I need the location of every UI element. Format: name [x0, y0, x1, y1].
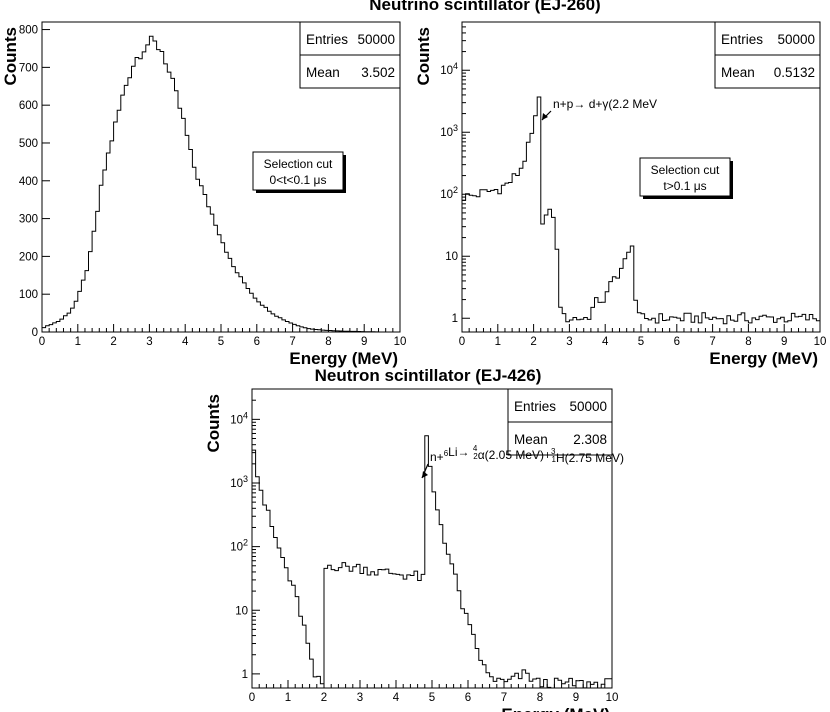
x-tick-label: 9 [361, 336, 367, 348]
bottom-title: Neutron scintillator (EJ-426) [315, 366, 542, 385]
y-tick-label: 600 [19, 100, 38, 112]
y-axis-label: Counts [414, 27, 433, 86]
y-tick-label: 100 [19, 289, 38, 301]
x-tick-label: 9 [781, 336, 787, 348]
selection-cut-title: Selection cut [651, 163, 720, 177]
y-axis-label: Counts [1, 27, 20, 86]
x-tick-label: 9 [573, 692, 579, 704]
x-axis-label: Energy (MeV) [501, 705, 610, 712]
stats-mean-label: Mean [306, 65, 340, 80]
stats-entries-value: 50000 [777, 32, 815, 47]
x-tick-label: 1 [285, 692, 291, 704]
x-tick-label: 2 [110, 336, 116, 348]
selection-cut-box [639, 157, 731, 197]
selection-cut-condition: t>0.1 μs [663, 179, 706, 193]
x-tick-label: 7 [501, 692, 507, 704]
x-tick-label: 0 [39, 336, 45, 348]
y-tick-label: 10 [235, 605, 248, 617]
y-tick-label: 700 [19, 62, 38, 74]
stats-entries-value: 50000 [569, 399, 607, 414]
y-tick-label: 103 [230, 474, 248, 490]
stats-entries-label: Entries [721, 32, 763, 47]
selection-cut-title: Selection cut [264, 157, 333, 171]
y-tick-label: 10 [445, 251, 458, 263]
x-tick-label: 10 [814, 336, 827, 348]
x-tick-label: 4 [602, 336, 609, 348]
x-tick-label: 6 [465, 692, 471, 704]
stats-mean-label: Mean [721, 65, 755, 80]
x-tick-label: 1 [495, 336, 501, 348]
peak-arrowhead [542, 113, 548, 120]
stats-entries-value: 50000 [357, 32, 395, 47]
y-tick-label: 1 [242, 669, 248, 681]
x-tick-label: 3 [566, 336, 572, 348]
peak-label: n+p→ d+γ(2.2 MeV [553, 97, 657, 111]
x-tick-label: 8 [537, 692, 543, 704]
y-tick-label: 104 [440, 61, 458, 77]
y-tick-label: 104 [230, 410, 248, 426]
x-tick-label: 8 [325, 336, 331, 348]
x-tick-label: 0 [249, 692, 255, 704]
x-tick-label: 10 [394, 336, 407, 348]
y-axis-label: Counts [204, 394, 223, 453]
y-tick-label: 102 [440, 185, 458, 201]
x-tick-label: 3 [357, 692, 363, 704]
peak-label: n+6Li→ 4 2α(2.05 MeV)+3 1H(2.75 MeV) [430, 444, 624, 465]
stats-mean-value: 3.502 [361, 65, 395, 80]
y-tick-label: 500 [19, 138, 38, 150]
y-tick-label: 400 [19, 176, 38, 188]
y-tick-label: 103 [440, 123, 458, 139]
x-tick-label: 4 [393, 692, 400, 704]
x-tick-label: 10 [606, 692, 619, 704]
stats-entries-label: Entries [514, 399, 556, 414]
selection-cut-condition: 0<t<0.1 μs [270, 173, 327, 187]
x-tick-label: 0 [459, 336, 465, 348]
histogram-series [461, 96, 820, 332]
y-tick-label: 1 [452, 313, 458, 325]
x-tick-label: 3 [146, 336, 152, 348]
histogram-panel-ej260-early: 0 1 2 3 4 5 6 7 8 9 100100200300400500600700800Ene… [1, 21, 407, 368]
top-title: Neutrino scintillator (EJ-260) [369, 0, 600, 14]
peak-arrowhead [422, 471, 428, 478]
x-tick-label: 8 [745, 336, 751, 348]
selection-cut-box [252, 151, 344, 191]
x-tick-label: 5 [429, 692, 435, 704]
x-tick-label: 2 [321, 692, 327, 704]
x-tick-label: 6 [674, 336, 680, 348]
y-tick-label: 800 [19, 25, 38, 37]
x-tick-label: 2 [530, 336, 536, 348]
x-tick-label: 1 [75, 336, 81, 348]
y-tick-label: 300 [19, 214, 38, 226]
x-tick-label: 4 [182, 336, 189, 348]
y-tick-label: 200 [19, 251, 38, 263]
x-axis-label: Energy (MeV) [709, 349, 818, 368]
x-tick-label: 5 [638, 336, 644, 348]
x-tick-label: 5 [218, 336, 224, 348]
y-tick-label: 0 [32, 327, 38, 339]
stats-entries-label: Entries [306, 32, 348, 47]
x-tick-label: 6 [254, 336, 260, 348]
x-tick-label: 7 [709, 336, 715, 348]
stats-mean-value: 0.5132 [774, 65, 815, 80]
stats-mean-label: Mean [514, 432, 548, 447]
y-tick-label: 102 [230, 538, 248, 554]
x-tick-label: 7 [289, 336, 295, 348]
histogram-series [251, 435, 612, 689]
stats-mean-value: 2.308 [573, 432, 607, 447]
x-axis-label: Energy (MeV) [289, 349, 398, 368]
